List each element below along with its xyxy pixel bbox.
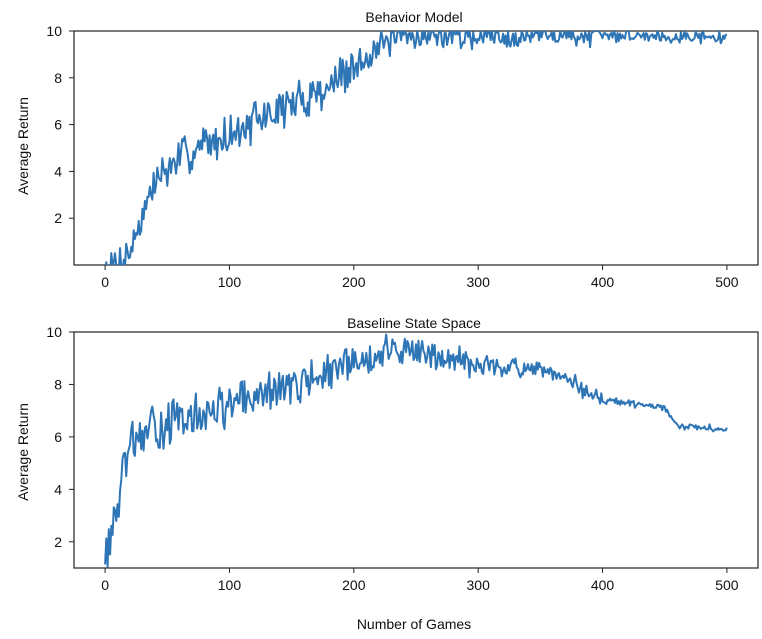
x-tick-label: 0 xyxy=(101,274,109,290)
chart-behavior-model: Behavior Model Average Return 0 100 200 300… xyxy=(15,9,759,290)
y-tick-label: 8 xyxy=(54,70,62,86)
chart-title: Behavior Model xyxy=(365,9,462,25)
chart-baseline-state-space: Baseline State Space Average Return 0 100… xyxy=(15,315,759,593)
x-tick-label: 400 xyxy=(591,577,615,593)
x-tick-label: 300 xyxy=(467,577,491,593)
x-axis-label: Number of Games xyxy=(357,616,471,632)
y-axis-label: Average Return xyxy=(15,403,31,501)
y-tick-label: 6 xyxy=(54,117,62,133)
y-tick-label: 4 xyxy=(54,481,62,497)
axes-frame xyxy=(73,30,759,266)
y-tick-label: 6 xyxy=(54,429,62,445)
y-tick-label: 10 xyxy=(46,23,62,39)
x-tick-label: 300 xyxy=(467,274,491,290)
y-tick-label: 8 xyxy=(54,376,62,392)
x-tick-label: 0 xyxy=(101,577,109,593)
series-line xyxy=(104,333,728,568)
x-tick-label: 200 xyxy=(342,577,366,593)
x-tick-label: 500 xyxy=(715,274,739,290)
plot-area: 0 100 200 300 400 500 2 4 6 8 10 xyxy=(46,23,759,290)
chart-title: Baseline State Space xyxy=(347,315,481,331)
y-tick-label: 10 xyxy=(46,324,62,340)
y-tick-label: 4 xyxy=(54,163,62,179)
y-axis-label: Average Return xyxy=(15,97,31,195)
x-tick-label: 500 xyxy=(715,577,739,593)
x-tick-label: 100 xyxy=(218,577,242,593)
x-tick-label: 400 xyxy=(591,274,615,290)
y-tick-label: 2 xyxy=(54,534,62,550)
y-tick-label: 2 xyxy=(54,210,62,226)
x-tick-label: 100 xyxy=(218,274,242,290)
axes-frame xyxy=(73,331,759,569)
series-line xyxy=(104,31,728,265)
plot-area: 0 100 200 300 400 500 2 4 6 8 10 xyxy=(46,324,759,593)
x-tick-label: 200 xyxy=(342,274,366,290)
